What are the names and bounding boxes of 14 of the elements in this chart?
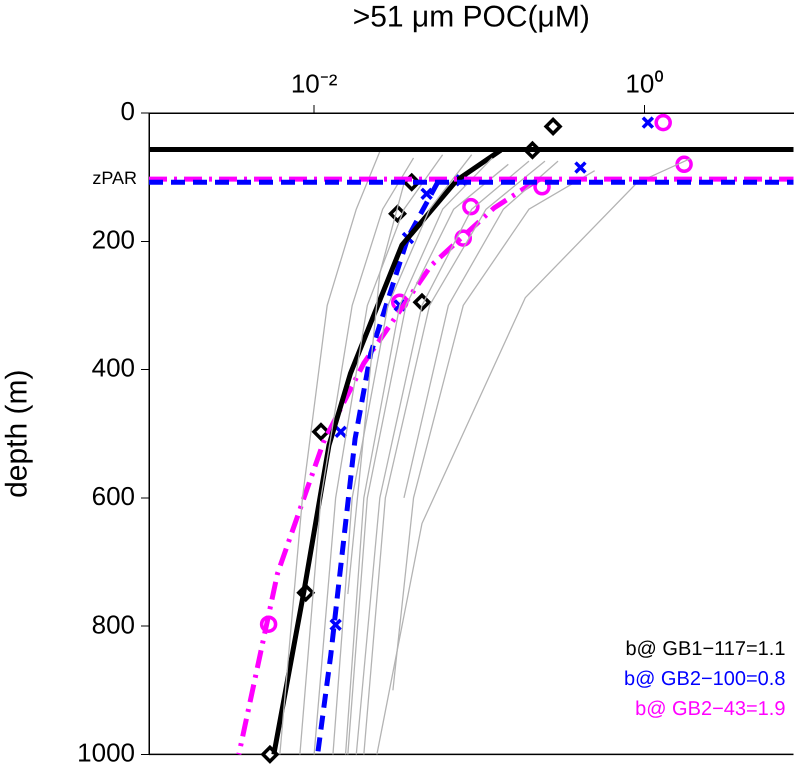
text: b@ GB2−100=0.8 xyxy=(624,668,786,690)
y-tick-label: 600 xyxy=(92,481,135,512)
ref-line-label: zPAR xyxy=(92,168,137,188)
x-axis-title: >51 μm POC(μM) xyxy=(352,0,590,34)
x-tick-label: 10⁻² xyxy=(290,68,338,99)
y-tick-label: 800 xyxy=(92,609,135,640)
text: b@ GB2−43=1.9 xyxy=(635,698,786,720)
text: b@ GB1−117=1.1 xyxy=(625,638,786,660)
y-axis-title: depth (m) xyxy=(0,370,34,498)
x-tick-label: 10⁰ xyxy=(625,68,664,99)
y-tick-label: 0 xyxy=(120,96,135,126)
y-tick-label: 400 xyxy=(92,352,135,383)
y-tick-label: 1000 xyxy=(77,738,135,768)
y-tick-label: 200 xyxy=(92,224,135,254)
